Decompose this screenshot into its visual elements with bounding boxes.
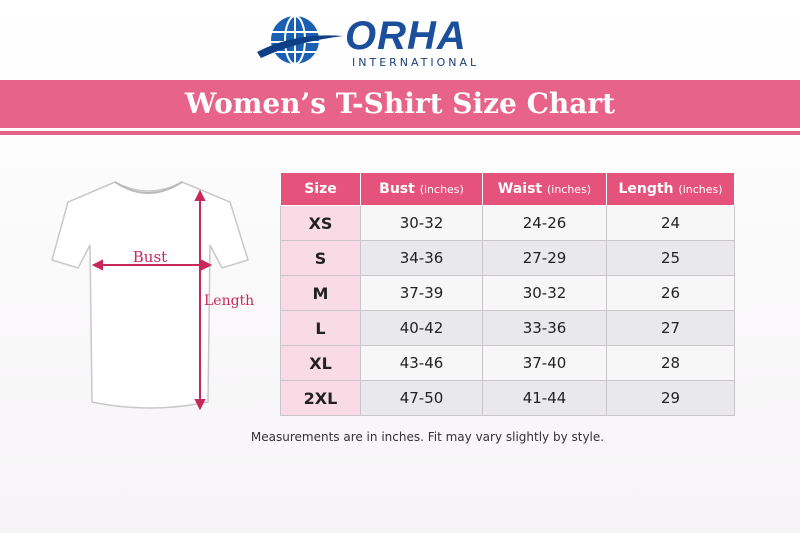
column-unit: (inches) [419,183,464,196]
table-row: S 34-36 27-29 25 [280,240,735,276]
measure-cell: 41-44 [482,380,607,416]
size-cell: M [280,275,361,311]
column-unit: (inches) [678,183,723,196]
table-row: XS 30-32 24-26 24 [280,205,735,241]
measure-cell: 33-36 [482,310,607,346]
column-header: Length (inches) [606,172,735,206]
column-unit: (inches) [546,183,592,196]
title-rule [0,131,800,135]
logo-subtitle: INTERNATIONAL [352,56,480,69]
measure-cell: 27 [606,310,735,346]
header-row: Size Bust (inches) Waist (inches) Length (i… [280,172,735,206]
measure-cell: 24 [606,205,735,241]
size-cell: 2XL [280,380,361,416]
measure-cell: 30-32 [482,275,607,311]
measure-cell: 37-40 [482,345,607,381]
measure-cell: 27-29 [482,240,607,276]
table-row: M 37-39 30-32 26 [280,275,735,311]
column-label: Bust [379,181,415,197]
table-row: XL 43-46 37-40 28 [280,345,735,381]
logo-name: ORHA [345,14,467,58]
size-cell: XS [280,205,361,241]
table-row: 2XL 47-50 41-44 29 [280,380,735,416]
measure-cell: 43-46 [360,345,483,381]
column-header: Bust (inches) [360,172,483,206]
length-label: Length [204,293,254,309]
size-cell: S [280,240,361,276]
bust-label: Bust [133,248,167,266]
table-row: L 40-42 33-36 27 [280,310,735,346]
measure-cell: 37-39 [360,275,483,311]
measure-cell: 30-32 [360,205,483,241]
table-body: XS 30-32 24-26 24 S 34-36 27-29 25 M 37-39 30-32 26… [280,205,735,416]
measure-cell: 29 [606,380,735,416]
measure-cell: 24-26 [482,205,607,241]
logo-globe [257,15,343,65]
measure-cell: 26 [606,275,735,311]
title-band [0,80,800,128]
column-label: Length [618,181,674,197]
column-label: Waist [497,181,543,197]
measure-cell: 40-42 [360,310,483,346]
size-cell: XL [280,345,361,381]
column-header: Size [280,172,361,206]
footnote: Measurements are in inches. Fit may vary… [250,430,605,444]
size-cell: L [280,310,361,346]
title: Women’s T-Shirt Size Chart [184,87,616,120]
shirt-diagram: Bust Length [51,181,254,411]
measure-cell: 25 [606,240,735,276]
size-table: Size Bust (inches) Waist (inches) Length (i… [280,172,735,416]
measure-cell: 47-50 [360,380,483,416]
measure-cell: 28 [606,345,735,381]
measure-cell: 34-36 [360,240,483,276]
column-header: Waist (inches) [482,172,607,206]
column-label: Size [304,181,337,197]
